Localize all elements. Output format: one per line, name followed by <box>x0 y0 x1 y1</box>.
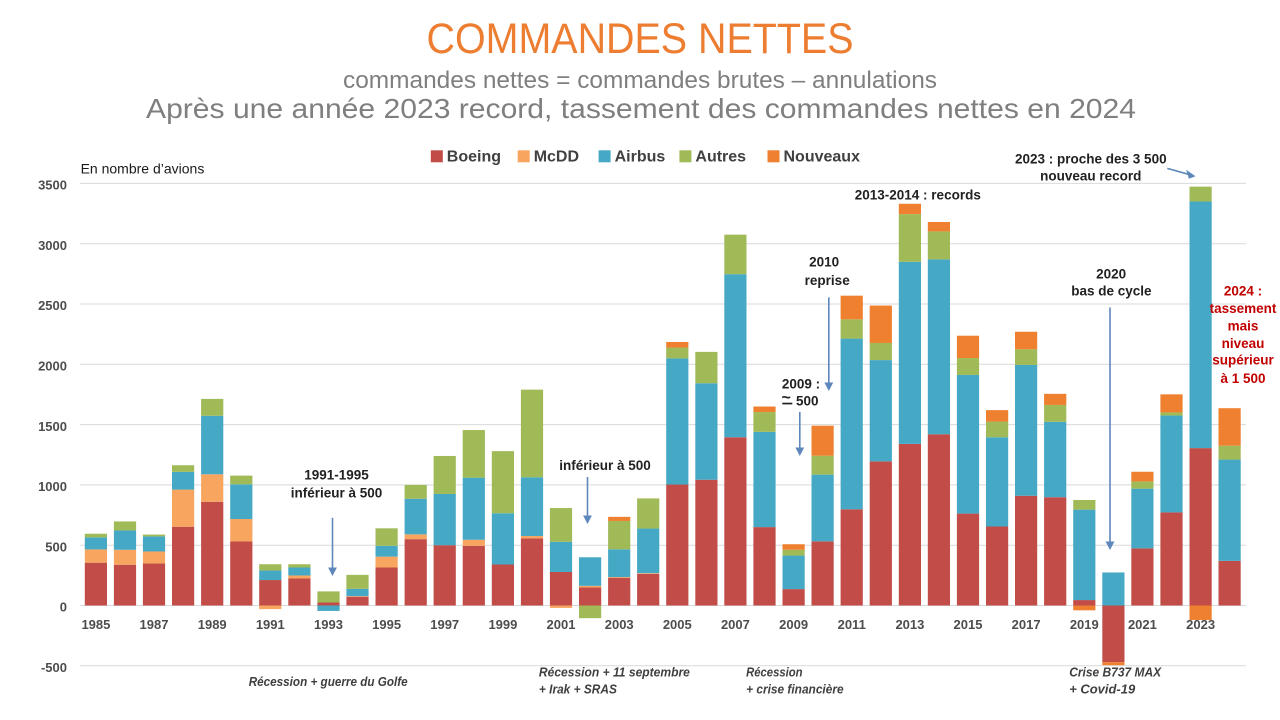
svg-text:1995: 1995 <box>372 617 401 632</box>
svg-text:2021: 2021 <box>1128 617 1157 632</box>
svg-text:reprise: reprise <box>805 273 851 288</box>
svg-text:500: 500 <box>796 393 819 408</box>
svg-text:1987: 1987 <box>140 617 169 632</box>
svg-text:+ crise financière: + crise financière <box>746 682 844 697</box>
svg-text:bas de cycle: bas de cycle <box>1071 284 1152 299</box>
svg-text:1993: 1993 <box>314 617 343 632</box>
svg-text:2020: 2020 <box>1096 267 1126 282</box>
svg-text:1500: 1500 <box>38 419 67 434</box>
svg-text:McDD: McDD <box>534 149 579 166</box>
svg-text:Airbus: Airbus <box>615 149 666 166</box>
svg-text:2017: 2017 <box>1012 617 1041 632</box>
svg-text:2000: 2000 <box>38 359 67 374</box>
svg-text:0: 0 <box>60 600 67 615</box>
svg-text:~: ~ <box>782 390 791 407</box>
svg-text:COMMANDES NETTES: COMMANDES NETTES <box>427 15 854 63</box>
svg-text:nouveau record: nouveau record <box>1040 168 1141 183</box>
svg-text:2023 : proche des 3 500: 2023 : proche des 3 500 <box>1015 152 1167 167</box>
svg-text:+ Covid-19: + Covid-19 <box>1069 682 1136 697</box>
svg-text:2024 :: 2024 : <box>1224 284 1262 299</box>
svg-text:En nombre d’avions: En nombre d’avions <box>81 161 205 177</box>
svg-text:Récession + guerre du Golfe: Récession + guerre du Golfe <box>249 674 408 689</box>
svg-text:2007: 2007 <box>721 617 750 632</box>
svg-text:1991-1995: 1991-1995 <box>304 468 369 483</box>
svg-text:2005: 2005 <box>663 617 692 632</box>
svg-text:2015: 2015 <box>954 617 983 632</box>
svg-text:Récession: Récession <box>746 665 803 680</box>
svg-text:inférieur à 500: inférieur à 500 <box>291 486 383 501</box>
svg-text:inférieur à 500: inférieur à 500 <box>559 458 651 473</box>
svg-text:tassement: tassement <box>1210 301 1277 316</box>
svg-text:2009 :: 2009 : <box>782 377 820 392</box>
svg-text:2019: 2019 <box>1070 617 1099 632</box>
svg-text:2001: 2001 <box>547 617 576 632</box>
svg-text:2013: 2013 <box>895 617 924 632</box>
svg-text:2009: 2009 <box>779 617 808 632</box>
svg-text:Boeing: Boeing <box>447 149 501 166</box>
svg-text:2003: 2003 <box>605 617 634 632</box>
svg-text:niveau: niveau <box>1222 336 1265 351</box>
svg-text:2011: 2011 <box>838 617 866 632</box>
svg-text:-500: -500 <box>41 660 67 675</box>
svg-text:1000: 1000 <box>38 479 67 494</box>
svg-text:commandes nettes = commandes b: commandes nettes = commandes brutes – an… <box>343 67 937 94</box>
svg-text:2010: 2010 <box>809 255 839 270</box>
svg-text:à 1 500: à 1 500 <box>1220 371 1265 386</box>
svg-text:mais: mais <box>1228 319 1259 334</box>
svg-text:+ Irak + SRAS: + Irak + SRAS <box>539 682 617 697</box>
svg-text:2500: 2500 <box>38 298 67 313</box>
svg-text:Récession + 11 septembre: Récession + 11 septembre <box>539 665 690 680</box>
svg-text:1991: 1991 <box>256 617 285 632</box>
svg-text:Nouveaux: Nouveaux <box>784 149 861 166</box>
svg-text:3500: 3500 <box>38 178 67 193</box>
svg-text:2013-2014 : records: 2013-2014 : records <box>855 187 981 202</box>
svg-text:1985: 1985 <box>81 617 110 632</box>
svg-text:500: 500 <box>45 539 67 554</box>
svg-text:3000: 3000 <box>38 238 67 253</box>
svg-text:Crise B737 MAX: Crise B737 MAX <box>1069 665 1162 680</box>
svg-text:1997: 1997 <box>430 617 459 632</box>
svg-text:supérieur: supérieur <box>1212 353 1274 368</box>
svg-text:Autres: Autres <box>695 149 746 166</box>
svg-text:Après une année 2023 record, t: Après une année 2023 record, tassement d… <box>146 93 1136 124</box>
svg-text:2023: 2023 <box>1186 617 1215 632</box>
svg-text:1999: 1999 <box>488 617 517 632</box>
svg-text:1989: 1989 <box>198 617 227 632</box>
